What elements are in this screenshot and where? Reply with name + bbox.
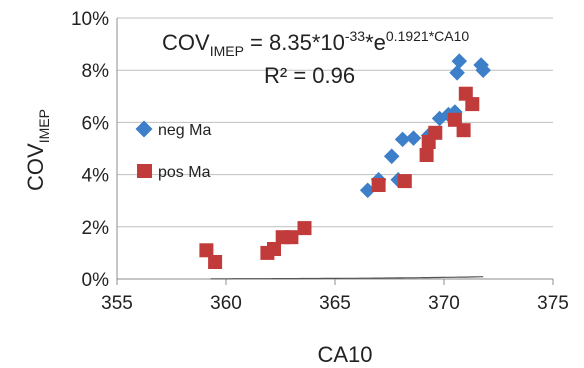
legend-marker-neg-ma: [135, 120, 153, 138]
legend-marker-pos-ma: [137, 164, 152, 178]
equation-text: COVIMEP = 8.35*10-33*e0.1921*CA10: [162, 28, 469, 59]
point-neg-ma: [451, 53, 468, 69]
r-squared-text: R² = 0.96: [264, 63, 355, 88]
y-tick-label: 2%: [82, 218, 110, 239]
y-tick-label: 8%: [82, 61, 110, 82]
legend: neg Ma pos Ma: [135, 120, 211, 181]
point-pos-ma: [419, 148, 434, 162]
legend-label-pos-ma: pos Ma: [158, 164, 211, 181]
point-pos-ma: [297, 221, 312, 236]
axes: [116, 18, 554, 285]
x-tick-labels: 355 360 365 370 375: [101, 293, 569, 314]
x-tick-label: 375: [537, 293, 569, 314]
y-tick-label: 10%: [71, 9, 109, 30]
point-pos-ma: [465, 97, 480, 112]
point-pos-ma: [456, 123, 471, 138]
point-pos-ma: [267, 242, 281, 256]
point-neg-ma: [383, 148, 400, 165]
x-tick-label: 365: [319, 293, 351, 314]
trendline: [210, 276, 484, 280]
point-pos-ma: [208, 255, 223, 269]
x-tick-label: 355: [101, 293, 133, 314]
y-tick-label: 6%: [82, 113, 110, 134]
y-axis-title: COVIMEP: [23, 109, 52, 191]
point-neg-ma: [449, 65, 465, 81]
point-pos-ma: [199, 243, 214, 258]
y-tick-labels: 0% 2% 4% 6% 8% 10%: [71, 9, 109, 291]
point-neg-ma: [405, 130, 422, 146]
y-tick-label: 0%: [82, 270, 110, 291]
x-axis-title: CA10: [317, 342, 372, 367]
y-tick-label: 4%: [82, 166, 110, 187]
point-pos-ma: [397, 174, 412, 189]
x-tick-label: 370: [428, 293, 460, 314]
legend-label-neg-ma: neg Ma: [158, 122, 211, 139]
point-pos-ma: [428, 125, 443, 140]
point-pos-ma: [371, 178, 386, 192]
point-pos-ma: [284, 230, 299, 245]
x-tick-label: 360: [210, 293, 242, 314]
